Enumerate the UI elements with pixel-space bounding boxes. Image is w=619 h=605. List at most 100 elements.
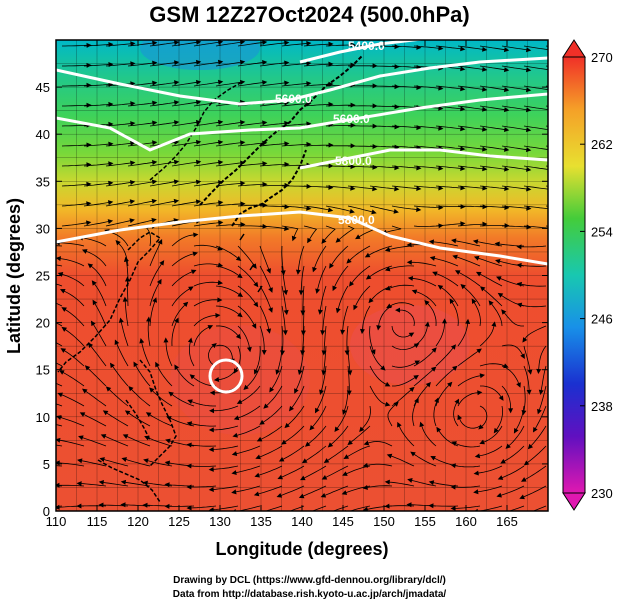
streamline <box>193 162 220 167</box>
streamline-arrow <box>195 139 202 145</box>
streamline-arrow <box>525 47 532 53</box>
streamline <box>237 405 261 419</box>
streamline <box>111 365 129 387</box>
streamline-arrow <box>92 299 98 306</box>
streamline-arrow <box>142 502 148 508</box>
streamline <box>366 485 393 488</box>
streamline-arrow <box>240 140 246 146</box>
streamline-arrow <box>526 224 532 230</box>
streamline-arrow <box>284 226 290 231</box>
streamline-arrow <box>195 99 202 105</box>
streamline <box>87 367 107 387</box>
streamline <box>351 265 371 284</box>
streamline-arrow <box>262 60 268 66</box>
streamline <box>454 505 481 509</box>
streamline <box>479 165 506 170</box>
streamline <box>369 125 396 128</box>
streamline <box>342 305 349 331</box>
streamline-arrow <box>372 186 378 192</box>
streamline-arrow <box>438 125 444 131</box>
streamline <box>366 463 393 467</box>
streamline <box>523 65 548 71</box>
streamline <box>64 308 85 327</box>
streamline-arrow <box>152 297 158 303</box>
streamline <box>515 405 525 431</box>
streamline <box>482 425 503 443</box>
streamline <box>61 124 88 127</box>
streamline-arrow <box>504 223 510 229</box>
streamline <box>171 101 198 107</box>
streamline-arrow <box>251 263 257 269</box>
streamline <box>193 81 220 87</box>
colorbar-tick-label: 254 <box>591 224 613 239</box>
streamline <box>117 242 129 267</box>
y-tick-label: 25 <box>36 269 50 284</box>
streamline-arrow <box>35 334 40 339</box>
streamline-arrow <box>218 220 224 226</box>
streamline <box>56 382 63 387</box>
streamline <box>116 342 129 367</box>
x-tick-label: 130 <box>209 514 231 529</box>
streamline-arrow <box>384 503 390 509</box>
streamline <box>398 425 415 447</box>
streamline <box>538 385 547 411</box>
streamline <box>171 201 198 207</box>
streamline <box>149 242 161 267</box>
x-tick-label: 110 <box>46 514 67 529</box>
x-tick-label: 120 <box>127 514 149 529</box>
streamline-arrow <box>424 300 430 306</box>
streamline-arrow <box>120 502 126 508</box>
streamline <box>146 460 173 467</box>
streamline-arrow <box>239 40 246 45</box>
streamline <box>319 285 327 311</box>
streamline <box>59 258 85 267</box>
streamline-arrow <box>406 259 412 265</box>
streamline-arrow <box>240 120 246 125</box>
streamline-arrow <box>208 466 214 472</box>
streamline <box>369 165 396 169</box>
streamline <box>303 63 330 67</box>
streamline <box>520 264 547 267</box>
streamline-arrow <box>189 374 196 380</box>
streamline <box>259 62 286 67</box>
streamline-arrow <box>355 234 361 240</box>
streamline-arrow <box>522 337 528 343</box>
streamline <box>287 405 305 426</box>
streamline-arrow <box>473 489 479 495</box>
streamline <box>63 349 85 367</box>
streamline <box>215 224 242 227</box>
streamline <box>63 290 85 307</box>
streamline-arrow <box>384 381 391 387</box>
streamline <box>83 163 110 167</box>
streamline <box>85 250 107 267</box>
streamline <box>347 205 373 213</box>
streamline <box>212 425 239 431</box>
streamline-arrow <box>56 437 61 443</box>
streamline-arrow <box>165 438 171 444</box>
streamline-arrow <box>482 86 488 92</box>
streamline <box>190 423 217 427</box>
streamline-arrow <box>479 439 485 445</box>
streamline <box>347 365 350 392</box>
streamline <box>410 261 437 267</box>
streamline <box>343 386 349 412</box>
streamline <box>81 437 107 447</box>
streamline-arrow <box>235 255 242 261</box>
streamline <box>362 305 371 331</box>
streamline-arrow <box>295 269 301 275</box>
streamline <box>171 393 195 407</box>
streamline-arrow <box>386 453 393 459</box>
streamline <box>171 320 178 347</box>
streamline-arrow <box>532 426 538 433</box>
streamline-arrow <box>327 207 334 213</box>
streamline <box>413 453 437 467</box>
streamline <box>151 389 173 407</box>
streamline-arrow <box>491 321 497 327</box>
streamline-arrow <box>195 199 202 205</box>
streamline <box>215 81 242 87</box>
streamline-arrow <box>100 434 107 439</box>
streamline <box>215 265 240 277</box>
streamline <box>141 341 151 367</box>
streamline-arrow <box>548 167 553 172</box>
streamline-arrow <box>482 185 488 191</box>
